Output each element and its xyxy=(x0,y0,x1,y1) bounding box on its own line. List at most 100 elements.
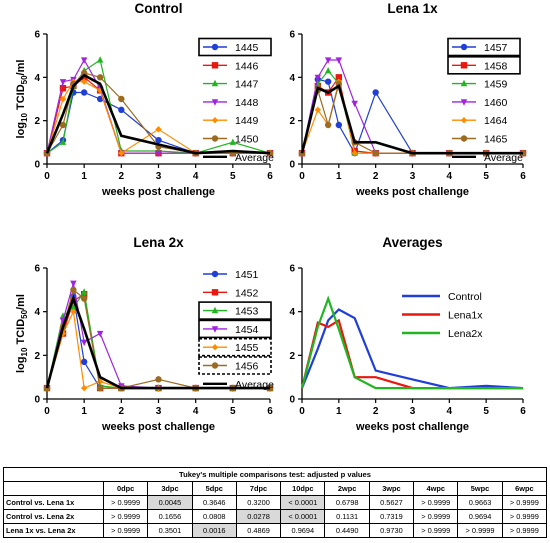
series-line xyxy=(45,73,271,155)
series-line xyxy=(300,83,523,155)
table-cell: > 0.9999 xyxy=(102,509,149,524)
data-point xyxy=(80,74,88,81)
x-tick-label: 1 xyxy=(336,406,342,417)
legend-label: 1446 xyxy=(235,60,259,72)
y-axis-label-part: 10 xyxy=(20,113,29,122)
row-label: Control vs. Lena 1x xyxy=(3,495,104,510)
column-header: 5dpc xyxy=(191,481,237,496)
x-tick-label: 0 xyxy=(299,171,305,182)
legend-label: 1455 xyxy=(235,342,259,354)
series-line xyxy=(46,59,271,154)
x-tick-label: 5 xyxy=(483,406,489,417)
column-header: 7dpc xyxy=(235,481,282,496)
chart-title: Control xyxy=(135,1,183,16)
data-point xyxy=(335,57,343,64)
legend-box xyxy=(198,356,272,375)
table-cell: 0.9694 xyxy=(280,523,326,538)
x-tick-label: 1 xyxy=(81,171,87,182)
y-tick-label: 0 xyxy=(289,395,295,406)
x-tick-label: 5 xyxy=(230,406,236,417)
x-tick-label: 3 xyxy=(156,406,162,417)
y-tick-label: 6 xyxy=(34,264,40,275)
series-line xyxy=(45,294,270,390)
data-point xyxy=(59,138,67,145)
data-point xyxy=(211,344,219,351)
table-cell: 0.1656 xyxy=(147,509,193,524)
data-point xyxy=(211,362,219,369)
x-axis-label: weeks post challenge xyxy=(355,421,469,433)
table-cell: 0.5627 xyxy=(368,495,415,510)
column-header: 10dpc xyxy=(280,481,326,496)
data-point xyxy=(460,79,468,87)
legend-label: 1458 xyxy=(484,60,508,72)
table-cell: > 0.9999 xyxy=(102,495,149,510)
x-tick-label: 2 xyxy=(373,171,379,182)
chart-title: Lena 1x xyxy=(387,1,438,16)
table-cell: > 0.9999 xyxy=(413,495,459,510)
table-header-row: 0dpc 3dpc 5dpc 7dpc 10dpc 2wpc 3wpc 4wpc 5wpc 6wp… xyxy=(3,481,548,496)
y-tick-label: 6 xyxy=(34,30,40,41)
table-corner-cell xyxy=(3,481,104,496)
data-point xyxy=(155,376,162,383)
legend-box xyxy=(198,337,272,357)
data-point xyxy=(335,74,343,81)
table-cell: < 0.0001 xyxy=(280,509,326,524)
table-cell: < 0.0001 xyxy=(280,495,326,510)
data-point xyxy=(211,306,219,314)
table-cell: 0.6798 xyxy=(324,495,370,510)
table-cell: > 0.9999 xyxy=(501,509,548,524)
legend-label: 1464 xyxy=(484,115,508,127)
y-axis-label-part: TCID xyxy=(15,319,27,348)
table-row: Lena 1x vs. Lena 2x > 0.9999 0.3501 0.0016 0… xyxy=(3,523,548,538)
legend-label: Average xyxy=(235,152,274,164)
table-cell: 0.3200 xyxy=(235,495,282,510)
series-line xyxy=(300,318,523,390)
data-point xyxy=(211,79,219,87)
y-tick-label: 2 xyxy=(34,116,40,127)
data-point xyxy=(96,95,104,103)
data-point xyxy=(211,289,219,296)
y-tick-label: 4 xyxy=(34,307,40,318)
column-header: 2wpc xyxy=(324,481,370,496)
x-tick-label: 5 xyxy=(483,171,489,182)
row-label: Lena 1x vs. Lena 2x xyxy=(3,523,104,538)
chart-panel: Lena 1x 0 2 4 6 0 1 2 3 4 5 6 weeks post challenge 14… xyxy=(289,1,526,198)
legend-label: 1454 xyxy=(235,324,259,336)
chart-title: Averages xyxy=(382,235,442,250)
table-cell: 0.1131 xyxy=(324,509,370,524)
data-point xyxy=(59,312,67,319)
x-tick-label: 2 xyxy=(373,406,379,417)
data-point xyxy=(335,121,343,129)
x-tick-label: 1 xyxy=(81,406,87,417)
column-header: 3dpc xyxy=(147,481,193,496)
table-cell: 0.4869 xyxy=(235,523,282,538)
data-point xyxy=(460,135,468,142)
x-tick-label: 3 xyxy=(410,171,416,182)
data-point xyxy=(118,95,125,103)
table-cell: > 0.9999 xyxy=(413,523,459,538)
legend-label: 1447 xyxy=(235,79,259,91)
column-header: 4wpc xyxy=(413,481,459,496)
data-point xyxy=(59,121,67,129)
x-axis-label: weeks post challenge xyxy=(101,421,215,433)
x-tick-label: 0 xyxy=(44,406,50,417)
x-tick-label: 1 xyxy=(336,171,342,182)
data-point xyxy=(59,79,67,86)
y-tick-label: 4 xyxy=(34,73,40,84)
y-axis-label-part: 10 xyxy=(20,347,29,356)
y-tick-label: 6 xyxy=(289,264,295,275)
table-title: Tukey's multiple comparisons test: adjus… xyxy=(3,467,547,482)
data-point xyxy=(335,80,343,88)
data-point xyxy=(372,149,379,157)
data-point xyxy=(314,106,322,114)
y-tick-label: 4 xyxy=(289,73,295,84)
data-point xyxy=(155,150,162,157)
table-row: Control vs. Lena 2x > 0.9999 0.1656 0.0808 0… xyxy=(3,509,548,524)
table-cell: > 0.9999 xyxy=(457,523,503,538)
x-tick-label: 4 xyxy=(193,406,199,417)
legend-label: 1465 xyxy=(484,134,508,146)
row-label: Control vs. Lena 2x xyxy=(3,509,104,524)
legend-box xyxy=(198,319,272,339)
legend-label: 1448 xyxy=(235,97,259,109)
data-point xyxy=(80,339,88,347)
